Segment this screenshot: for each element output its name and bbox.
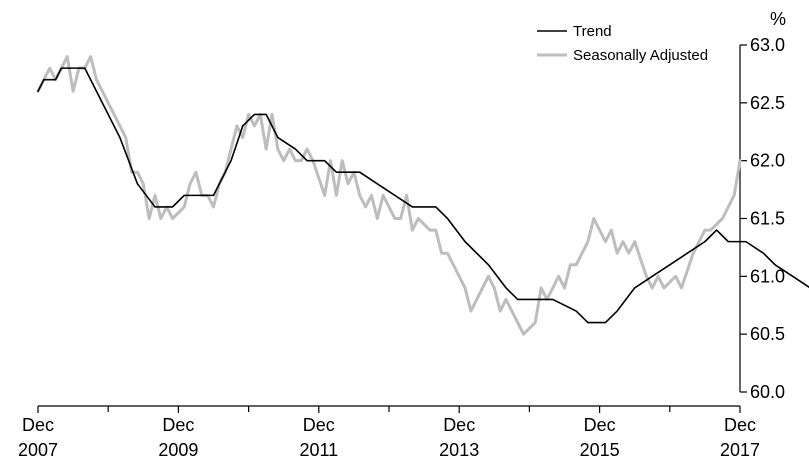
x-tick-label-month: Dec	[724, 415, 756, 435]
x-tick-label-year: 2017	[720, 440, 760, 459]
axes: Dec 2007 Dec 2009 Dec 2011 Dec 2013 Dec 2015 Dec 20…	[18, 35, 785, 459]
x-tick-label-month: Dec	[584, 415, 616, 435]
x-tick-label-year: 2013	[439, 440, 479, 459]
x-tick-label-month: Dec	[303, 415, 335, 435]
y-tick-label: 63.0	[750, 35, 785, 55]
legend: Trend Seasonally Adjusted	[537, 23, 708, 64]
x-tick-label-month: Dec	[22, 415, 54, 435]
y-tick-label: 60.5	[750, 324, 785, 344]
x-tick-label-month: Dec	[443, 415, 475, 435]
y-tick-label: 62.5	[750, 93, 785, 113]
x-tick-label-year: 2009	[158, 440, 198, 459]
x-tick-label-month: Dec	[162, 415, 194, 435]
x-tick-label-year: 2015	[580, 440, 620, 459]
x-tick-label-year: 2011	[299, 440, 338, 459]
series-layer	[38, 57, 809, 335]
legend-label-seasonally-adjusted: Seasonally Adjusted	[573, 47, 708, 64]
y-axis-unit-label: %	[770, 9, 786, 29]
series-line-seasonally-adjusted	[38, 57, 740, 335]
y-tick-label: 62.0	[750, 151, 785, 171]
y-tick-label: 61.0	[750, 266, 785, 286]
legend-label-trend: Trend	[573, 23, 612, 40]
x-tick-label-year: 2007	[18, 440, 58, 459]
y-tick-label: 60.0	[750, 382, 785, 402]
y-tick-label: 61.5	[750, 209, 785, 229]
